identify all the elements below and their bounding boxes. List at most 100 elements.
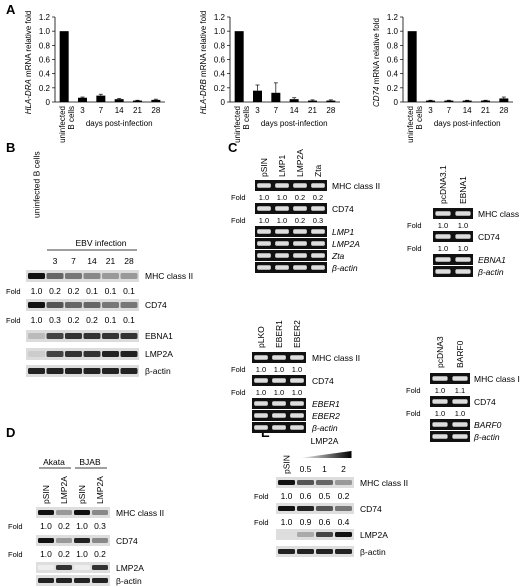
panel-label-D: D [6,425,15,440]
fold-value: 1.0 [281,491,293,501]
band [92,538,108,543]
fold-value: 0.3 [313,216,323,225]
band [65,273,82,279]
band [335,506,352,511]
category-line-1: uninfected [233,106,242,143]
lane-label: EBNA1 [458,176,468,204]
fold-value: 0.1 [123,286,135,296]
gel-row-label: LMP1 [332,227,354,237]
blot-strip [36,562,110,573]
fold-value: 1.0 [256,365,266,374]
gel-band [275,229,289,234]
fold-value: 1.0 [438,244,448,253]
group-label: Akata [43,457,65,467]
fold-label: Fold [254,518,269,527]
row-label: CD74 [145,300,167,310]
lane-label: Zta [313,164,323,177]
bar-28 [499,98,509,102]
band [297,549,314,554]
band [92,565,108,570]
fold-value: 1.0 [281,517,293,527]
day-label: 14 [87,256,97,266]
day-label: 7 [71,256,76,266]
category-line-2: B cells [67,106,76,130]
fold-label: Fold [6,316,21,325]
gel-band [290,355,304,360]
y-tick-label: 0 [46,98,51,107]
group-label: BJAB [79,457,101,467]
fold-value: 0.2 [68,315,80,325]
gel-band [293,206,307,211]
category-line-2: B cells [415,106,424,130]
x-tick-label: 7 [274,106,279,115]
gel-strip [433,254,473,265]
bar-21 [133,100,142,102]
gel-row-label: MHC class II [474,374,520,384]
bar-21 [308,100,317,102]
band [28,302,45,308]
gel-row-label: Zta [331,251,345,261]
y-tick-label: 1.2 [214,13,226,22]
blot-strip [276,529,354,540]
band [56,565,72,570]
y-label-gene: HLA-DRB [199,79,208,115]
gel-row-label: β-actin [331,263,358,273]
fold-value: 0.2 [295,193,305,202]
gel-row-label: β-actin [473,432,500,442]
band [297,480,314,485]
gel-band [455,234,471,239]
row-label: LMP2A [360,530,388,540]
gel-strip [433,266,473,277]
gel-band [257,206,271,211]
band [316,480,333,485]
lane-label: pLKO [256,326,266,348]
fold-label: Fold [406,386,421,395]
gel-band [272,425,286,430]
bar-28 [151,99,161,102]
gel-band [311,183,325,188]
day-label: 21 [106,256,116,266]
band [278,480,295,485]
band [278,506,295,511]
band [56,510,72,515]
gel-strip [433,231,473,242]
gel-band [290,378,304,383]
gel-band [272,378,286,383]
row-label: MHC class II [116,508,164,518]
gel-band [272,413,286,418]
gel-band [254,378,268,383]
x-tick-label: 3 [80,106,85,115]
fold-value: 0.1 [105,315,117,325]
gel-band [435,211,451,216]
gel-band [293,265,307,270]
gel-strip [430,396,470,407]
y-tick-label: 1.2 [39,13,51,22]
gel-strip [430,419,470,430]
gel-band [293,183,307,188]
gel-strip [255,250,327,261]
fold-value: 1.0 [31,286,43,296]
y-tick-label: 0.4 [39,70,51,79]
fold-value: 1.0 [455,409,465,418]
fold-label: Fold [407,244,422,253]
bar-uninfected B cells [407,31,417,103]
x-tick-label: 21 [481,106,490,115]
band [38,578,54,583]
fold-value: 1.0 [274,365,284,374]
fold-label: Fold [231,193,246,202]
band [120,333,138,339]
fold-value: 1.1 [455,386,465,395]
fold-value: 0.2 [58,521,70,531]
gel-band [432,399,448,404]
fold-label: Fold [231,216,246,225]
y-axis-label: HLA-DRA mRNA relative fold [24,11,33,115]
band [297,506,314,511]
band [46,333,64,339]
gel-band [293,229,307,234]
y-tick-label: 0.2 [387,84,399,93]
gel-band [272,355,286,360]
gel-row-label: MHC class II [312,353,360,363]
gel-band [254,425,268,430]
category-label: uninfectedB cells [58,106,76,143]
gel-row-label: MHC class II [332,181,380,191]
